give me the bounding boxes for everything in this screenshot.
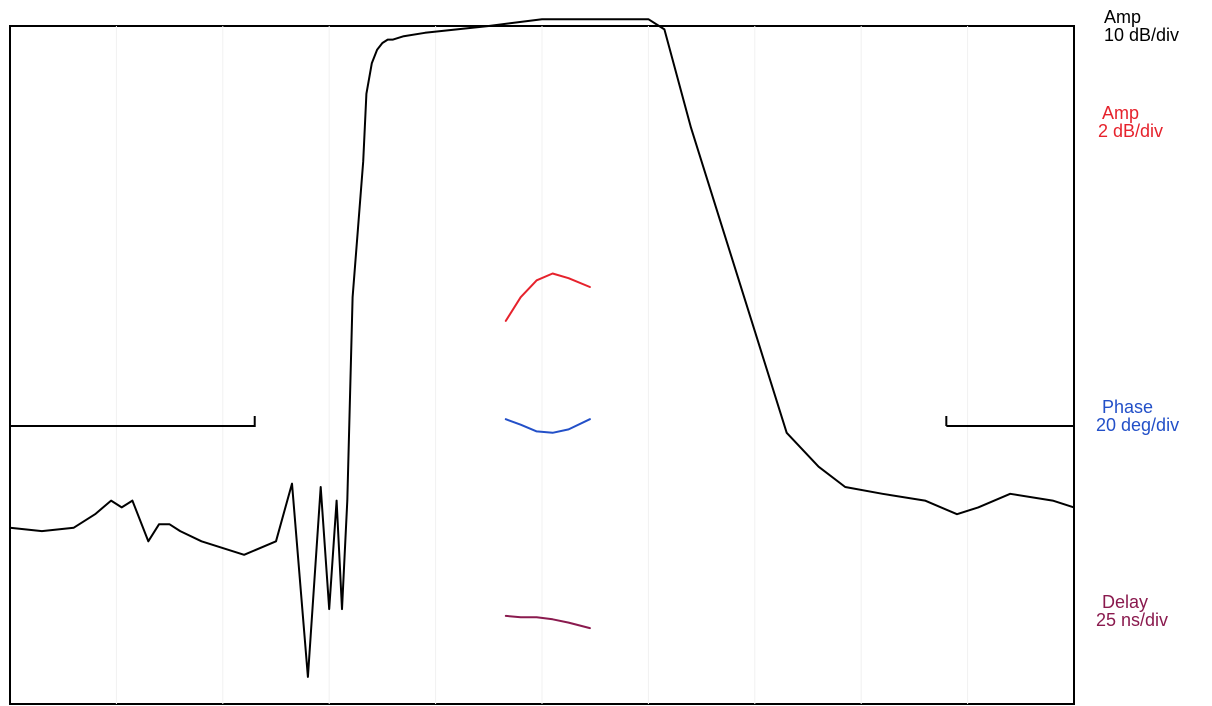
reference-line-1 bbox=[10, 416, 256, 428]
series-group bbox=[9, 18, 1075, 678]
scale-label-delay-name: Delay bbox=[1102, 592, 1149, 612]
grid-lines bbox=[115, 26, 969, 704]
reference-line-2 bbox=[945, 416, 1074, 428]
scale-label-delay-scale: 25 ns/div bbox=[1096, 610, 1169, 630]
scale-label-phase: Phase 20 deg/div bbox=[1096, 398, 1179, 434]
scale-label-delay: Delay 25 ns/div bbox=[1096, 593, 1168, 629]
scale-label-amp-2db: Amp 2 dB/div bbox=[1098, 104, 1163, 140]
scale-label-phase-scale: 20 deg/div bbox=[1096, 415, 1180, 435]
reference-lines bbox=[10, 416, 1074, 428]
scale-label-phase-name: Phase bbox=[1102, 397, 1154, 417]
series-line-phase bbox=[504, 418, 591, 434]
scale-label-amp-10db-name: Amp bbox=[1104, 7, 1142, 27]
series-line-amp-2db bbox=[504, 272, 591, 322]
scale-label-amp-10db: Amp 10 dB/div bbox=[1104, 8, 1179, 44]
scale-label-amp-2db-scale: 2 dB/div bbox=[1098, 121, 1164, 141]
series-line-delay bbox=[504, 614, 591, 630]
scale-label-amp-10db-scale: 10 dB/div bbox=[1104, 25, 1180, 45]
scale-label-amp-2db-name: Amp bbox=[1102, 103, 1140, 123]
series-line-amp-10db bbox=[9, 18, 1075, 678]
